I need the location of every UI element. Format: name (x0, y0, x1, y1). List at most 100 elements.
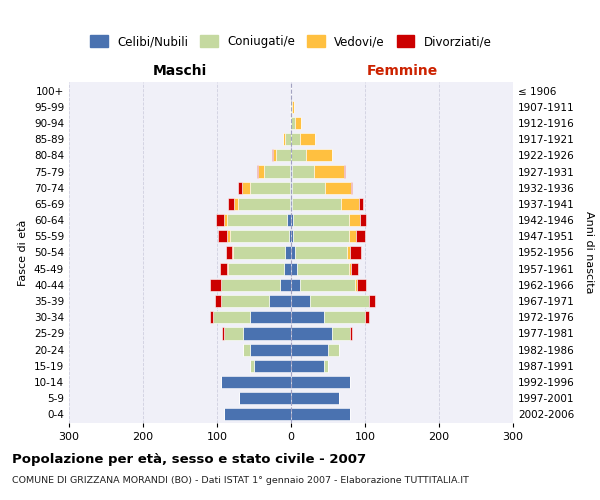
Bar (351, 262, 358, 275)
Bar (254, 360, 291, 372)
Legend: Celibi/Nubili, Coniugati/e, Vedovi/e, Divorziati/e: Celibi/Nubili, Coniugati/e, Vedovi/e, Di… (86, 30, 496, 53)
Bar (332, 328, 350, 340)
Bar (291, 392, 339, 404)
Bar (347, 246, 350, 258)
Bar (269, 295, 291, 307)
Bar (306, 150, 332, 162)
Bar (350, 328, 352, 340)
Bar (222, 328, 224, 340)
Bar (291, 360, 325, 372)
Bar (234, 198, 238, 210)
Bar (243, 344, 250, 355)
Bar (238, 182, 242, 194)
Bar (216, 214, 224, 226)
Text: Popolazione per età, sesso e stato civile - 2007: Popolazione per età, sesso e stato civil… (12, 452, 366, 466)
Bar (328, 344, 339, 355)
Bar (292, 198, 341, 210)
Bar (291, 117, 295, 129)
Bar (341, 198, 359, 210)
Text: Maschi: Maschi (153, 64, 207, 78)
Bar (291, 295, 310, 307)
Bar (215, 295, 221, 307)
Bar (209, 311, 214, 324)
Bar (290, 100, 291, 113)
Bar (325, 182, 351, 194)
Bar (284, 262, 291, 275)
Bar (351, 182, 352, 194)
Bar (295, 117, 301, 129)
Bar (280, 279, 291, 291)
Text: Femmine: Femmine (367, 64, 437, 78)
Bar (289, 230, 291, 242)
Bar (291, 328, 332, 340)
Bar (292, 100, 294, 113)
Bar (228, 262, 284, 275)
Bar (291, 246, 295, 258)
Bar (300, 133, 314, 145)
Bar (344, 166, 345, 177)
Bar (325, 360, 328, 372)
Bar (287, 214, 291, 226)
Bar (291, 408, 350, 420)
Bar (291, 376, 350, 388)
Bar (224, 328, 243, 340)
Y-axis label: Anni di nascita: Anni di nascita (584, 211, 594, 294)
Bar (291, 344, 328, 355)
Bar (359, 198, 363, 210)
Bar (291, 279, 300, 291)
Bar (290, 166, 291, 177)
Bar (227, 214, 287, 226)
Bar (293, 230, 349, 242)
Bar (285, 246, 291, 258)
Bar (356, 230, 365, 242)
Text: COMUNE DI GRIZZANA MORANDI (BO) - Dati ISTAT 1° gennaio 2007 - Elaborazione TUTT: COMUNE DI GRIZZANA MORANDI (BO) - Dati I… (12, 476, 469, 485)
Bar (209, 279, 221, 291)
Bar (250, 360, 254, 372)
Bar (291, 100, 292, 113)
Bar (242, 182, 250, 194)
Bar (224, 214, 227, 226)
Bar (365, 311, 368, 324)
Bar (291, 182, 292, 194)
Bar (355, 279, 357, 291)
Bar (220, 262, 227, 275)
Bar (310, 295, 368, 307)
Bar (357, 279, 366, 291)
Bar (221, 376, 291, 388)
Bar (243, 328, 291, 340)
Bar (291, 133, 300, 145)
Bar (297, 262, 349, 275)
Bar (349, 230, 356, 242)
Bar (218, 230, 227, 242)
Bar (300, 279, 355, 291)
Bar (285, 133, 291, 145)
Bar (265, 166, 290, 177)
Bar (290, 198, 291, 210)
Bar (283, 133, 285, 145)
Bar (227, 230, 230, 242)
Bar (228, 198, 234, 210)
Bar (233, 246, 285, 258)
Bar (239, 392, 291, 404)
Bar (226, 246, 232, 258)
Bar (230, 230, 289, 242)
Bar (214, 311, 250, 324)
Bar (349, 262, 351, 275)
Bar (232, 246, 233, 258)
Bar (290, 117, 291, 129)
Bar (259, 166, 265, 177)
Bar (250, 311, 291, 324)
Bar (291, 198, 292, 210)
Bar (250, 344, 291, 355)
Bar (257, 166, 259, 177)
Bar (325, 311, 365, 324)
Bar (290, 182, 291, 194)
Bar (349, 214, 360, 226)
Bar (221, 279, 280, 291)
Bar (238, 198, 290, 210)
Bar (224, 408, 291, 420)
Bar (291, 150, 306, 162)
Bar (276, 150, 291, 162)
Bar (360, 214, 366, 226)
Bar (250, 182, 290, 194)
